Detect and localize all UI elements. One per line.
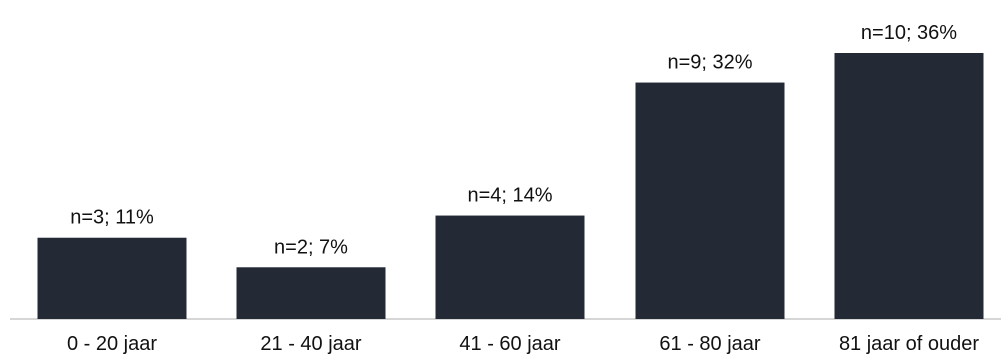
data-label: n=3; 11%: [70, 207, 154, 229]
data-label: n=9; 32%: [667, 52, 752, 74]
data-label: n=2; 7%: [274, 236, 348, 258]
x-tick-label: 41 - 60 jaar: [459, 333, 561, 355]
bar: [834, 53, 984, 319]
data-label: n=10; 36%: [861, 22, 957, 44]
data-label: n=4; 14%: [467, 185, 552, 207]
bar: [635, 82, 785, 319]
bar: [435, 215, 585, 319]
bars-group: [37, 53, 984, 319]
data-labels-group: n=3; 11% n=2; 7% n=4; 14% n=9; 32% n=10; 36%: [70, 22, 957, 258]
x-tick-labels-group: 0 - 20 jaar 21 - 40 jaar 41 - 60 jaar 61 - …: [67, 333, 979, 355]
bar: [236, 267, 386, 319]
x-tick-label: 21 - 40 jaar: [260, 333, 362, 355]
x-tick-label: 61 - 80 jaar: [659, 333, 761, 355]
bar: [37, 237, 187, 319]
x-tick-label: 0 - 20 jaar: [67, 333, 157, 355]
x-tick-label: 81 jaar of ouder: [839, 333, 979, 355]
